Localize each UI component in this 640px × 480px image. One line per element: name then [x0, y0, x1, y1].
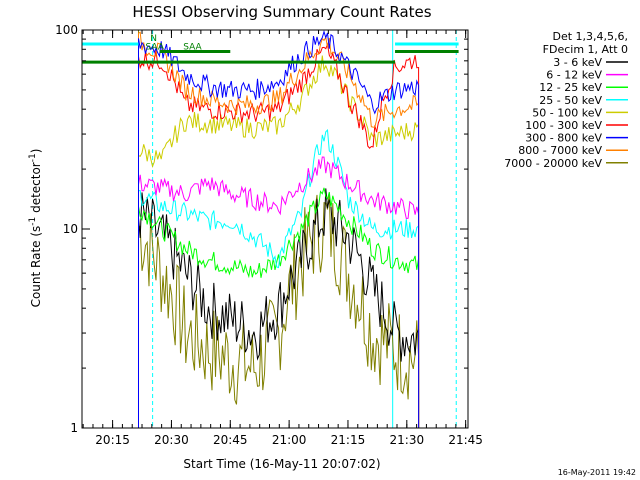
series-line — [138, 188, 420, 428]
legend-header-1: Det 1,3,4,5,6, — [552, 30, 628, 43]
legend-entry-label: 300 - 800 keV — [525, 132, 602, 145]
series-line — [138, 192, 420, 428]
legend-entry-label: 100 - 300 keV — [525, 119, 602, 132]
x-tick-label: 21:00 — [272, 433, 307, 447]
series-line — [138, 55, 420, 428]
series-line — [138, 42, 420, 428]
y-axis: 1 10 100 — [55, 23, 468, 435]
flag-annotation: SAA — [183, 42, 202, 52]
legend-entry-label: 3 - 6 keV — [553, 56, 602, 69]
series-line — [138, 128, 420, 428]
x-tick-label: 20:15 — [95, 433, 130, 447]
x-axis-label: Start Time (16-May-11 20:07:02) — [183, 457, 380, 471]
x-tick-label: 21:30 — [390, 433, 425, 447]
legend-entry-label: 6 - 12 keV — [546, 69, 602, 82]
series-line — [138, 156, 420, 428]
flag-annotation: SAA — [146, 42, 165, 52]
legend-entry-label: 12 - 25 keV — [539, 81, 602, 94]
y-tick-label: 10 — [63, 222, 78, 236]
series-line — [138, 187, 420, 428]
series-line — [138, 29, 420, 428]
legend: Det 1,3,4,5,6, FDecim 1, Att 0 3 - 6 keV… — [504, 30, 628, 170]
chart-title: HESSI Observing Summary Count Rates — [132, 3, 431, 21]
legend-header-2: FDecim 1, Att 0 — [543, 43, 628, 56]
y-axis-label: Count Rate (s-1 detector-1) — [28, 149, 43, 308]
timestamp: 16-May-2011 19:42 — [558, 468, 636, 477]
legend-entry-label: 800 - 7000 keV — [518, 144, 602, 157]
y-tick-label: 1 — [70, 421, 78, 435]
x-tick-label: 21:15 — [331, 433, 366, 447]
legend-entry-label: 7000 - 20000 keV — [504, 157, 602, 170]
flag-annotation: N — [150, 34, 157, 44]
x-tick-label: 20:30 — [154, 433, 189, 447]
x-axis: 20:15 20:30 20:45 21:00 21:15 21:30 21:45 — [82, 30, 483, 447]
x-tick-label: 20:45 — [213, 433, 248, 447]
y-tick-label: 100 — [55, 23, 78, 37]
series-line — [138, 31, 420, 428]
x-tick-label: 21:45 — [448, 433, 483, 447]
legend-entry-label: 25 - 50 keV — [539, 94, 602, 107]
legend-entry-label: 50 - 100 keV — [532, 106, 602, 119]
